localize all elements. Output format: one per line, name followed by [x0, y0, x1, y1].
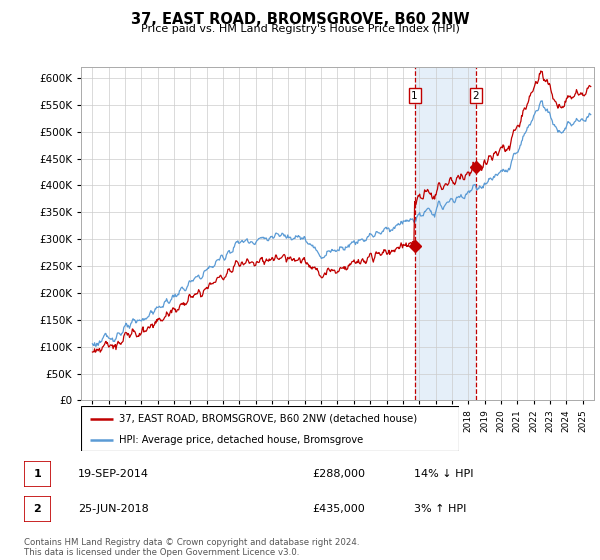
Text: 2: 2 — [473, 91, 479, 101]
Text: 2: 2 — [34, 505, 41, 515]
Text: £288,000: £288,000 — [312, 469, 365, 479]
Text: 1: 1 — [34, 469, 41, 479]
Bar — [415, 67, 476, 400]
Text: Contains HM Land Registry data © Crown copyright and database right 2024.
This d: Contains HM Land Registry data © Crown c… — [24, 538, 359, 557]
Text: Price paid vs. HM Land Registry's House Price Index (HPI): Price paid vs. HM Land Registry's House … — [140, 24, 460, 34]
Text: 25-JUN-2018: 25-JUN-2018 — [78, 505, 149, 515]
Text: £435,000: £435,000 — [312, 505, 365, 515]
Text: 3% ↑ HPI: 3% ↑ HPI — [414, 505, 466, 515]
Text: 37, EAST ROAD, BROMSGROVE, B60 2NW: 37, EAST ROAD, BROMSGROVE, B60 2NW — [131, 12, 469, 27]
Text: 1: 1 — [412, 91, 418, 101]
Text: HPI: Average price, detached house, Bromsgrove: HPI: Average price, detached house, Brom… — [119, 435, 363, 445]
Text: 19-SEP-2014: 19-SEP-2014 — [78, 469, 149, 479]
Text: 37, EAST ROAD, BROMSGROVE, B60 2NW (detached house): 37, EAST ROAD, BROMSGROVE, B60 2NW (deta… — [119, 413, 417, 423]
Text: 14% ↓ HPI: 14% ↓ HPI — [414, 469, 473, 479]
